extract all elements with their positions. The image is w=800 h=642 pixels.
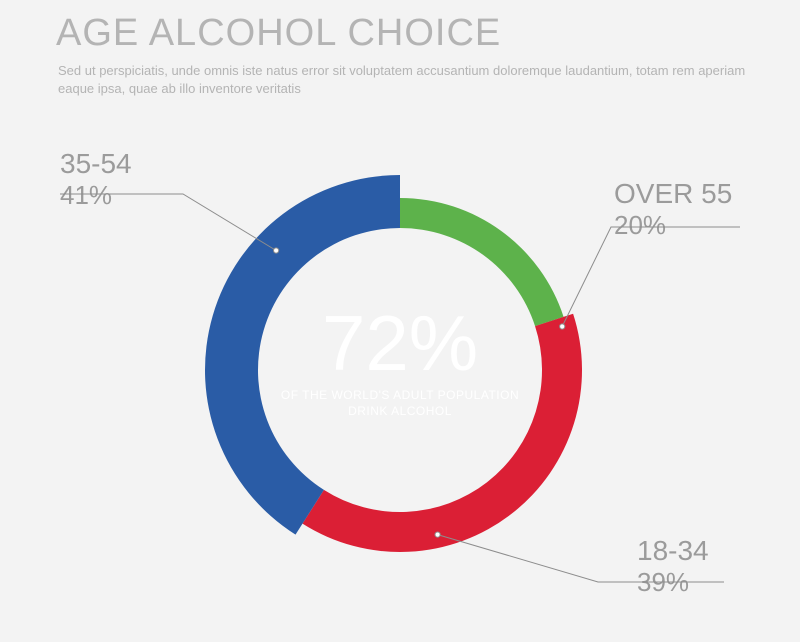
- callout-18-34-label: 18-34: [637, 535, 709, 567]
- callout-18-34: 18-34 39%: [637, 535, 709, 598]
- callout-over55-label: OVER 55: [614, 178, 732, 210]
- callout-over55: OVER 55 20%: [614, 178, 732, 241]
- center-percentage: 72%: [290, 298, 510, 389]
- callout-35-54-value: 41%: [60, 180, 132, 211]
- center-subtext: OF THE WORLD'S ADULT POPULATION DRINK AL…: [270, 388, 530, 419]
- callout-18-34-value: 39%: [637, 567, 709, 598]
- callout-35-54-label: 35-54: [60, 148, 132, 180]
- callout-over55-value: 20%: [614, 210, 732, 241]
- callout-35-54: 35-54 41%: [60, 148, 132, 211]
